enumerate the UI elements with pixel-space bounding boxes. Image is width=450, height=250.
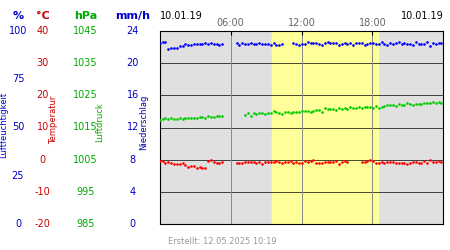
Text: Temperatur: Temperatur (49, 96, 58, 144)
Text: 75: 75 (12, 74, 24, 85)
Text: hPa: hPa (74, 11, 97, 21)
Text: 20: 20 (36, 90, 49, 101)
Text: 20: 20 (126, 58, 139, 68)
Text: 1045: 1045 (73, 26, 98, 36)
Text: Luftfeuchtigkeit: Luftfeuchtigkeit (0, 92, 8, 158)
Text: 10.01.19: 10.01.19 (400, 11, 443, 21)
Text: 16: 16 (126, 90, 139, 101)
Text: 985: 985 (76, 219, 95, 229)
Text: mm/h: mm/h (115, 11, 150, 21)
Text: 0: 0 (130, 219, 136, 229)
Text: 100: 100 (9, 26, 27, 36)
Text: 50: 50 (12, 122, 24, 132)
Text: 1005: 1005 (73, 154, 98, 164)
Text: 10.01.19: 10.01.19 (160, 11, 202, 21)
Bar (272, 31, 378, 224)
Text: Luftdruck: Luftdruck (95, 102, 104, 142)
Text: -10: -10 (35, 187, 50, 197)
Text: %: % (13, 11, 23, 21)
Text: 1015: 1015 (73, 122, 98, 132)
Text: 1025: 1025 (73, 90, 98, 101)
Text: Erstellt: 12.05.2025 10:19: Erstellt: 12.05.2025 10:19 (168, 237, 277, 246)
Text: Niederschlag: Niederschlag (140, 95, 148, 150)
Text: 0: 0 (15, 219, 21, 229)
Text: 995: 995 (76, 187, 95, 197)
Text: 40: 40 (36, 26, 49, 36)
Text: 12: 12 (126, 122, 139, 132)
Text: °C: °C (36, 11, 50, 21)
Text: 4: 4 (130, 187, 136, 197)
Text: 24: 24 (126, 26, 139, 36)
Text: -20: -20 (35, 219, 51, 229)
Text: 1035: 1035 (73, 58, 98, 68)
Text: 30: 30 (36, 58, 49, 68)
Text: 25: 25 (12, 170, 24, 180)
Text: 10: 10 (36, 122, 49, 132)
Text: 8: 8 (130, 154, 136, 164)
Text: 0: 0 (40, 154, 46, 164)
